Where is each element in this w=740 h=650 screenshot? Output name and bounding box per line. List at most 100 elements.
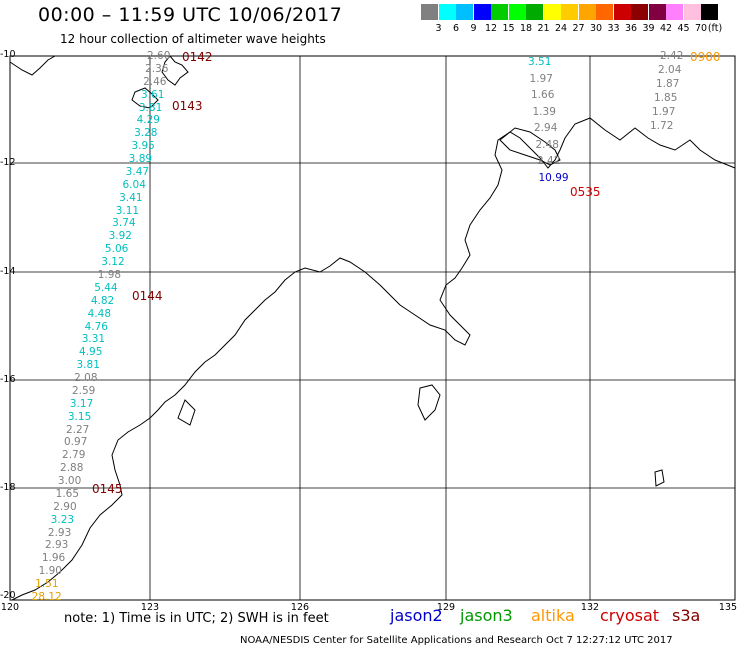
wave-height-value: 4.82 — [90, 294, 115, 307]
wave-height-value: 1.98 — [97, 268, 122, 281]
wave-height-value: 1.90 — [38, 565, 62, 578]
wave-height-value: 4.48 — [87, 307, 112, 320]
wave-height-value: 3.47 — [125, 165, 150, 178]
wave-height-value: 1.96 — [41, 552, 66, 565]
wave-height-value: 0.97 — [64, 436, 88, 449]
wave-height-value: 2.46 — [143, 75, 167, 88]
wave-height-value: 2.79 — [62, 449, 86, 462]
wave-height-value: 3.89 — [128, 153, 153, 166]
scale-label: 39 — [642, 23, 655, 34]
lon-label-129: 129 — [436, 602, 456, 613]
wave-height-value: 3.61 — [141, 88, 165, 101]
scale-unit: (ft) — [707, 23, 723, 34]
satellite-jason2: jason2 — [390, 606, 443, 625]
wave-height-value: 3.00 — [57, 475, 82, 488]
wave-height-value: 4.76 — [84, 320, 108, 333]
wave-height-value: 2.48 — [535, 138, 559, 151]
scale-label: 21 — [537, 23, 550, 34]
scale-swatch — [596, 4, 613, 20]
wave-height-value: 1.72 — [650, 120, 674, 132]
wave-height-value: 3.74 — [112, 217, 136, 230]
wave-height-value: 1.87 — [656, 78, 680, 90]
lon-label-123: 123 — [140, 602, 160, 613]
scale-swatch — [701, 4, 718, 20]
map-border — [9, 55, 736, 601]
scale-label: 33 — [607, 23, 620, 34]
scale-label: 9 — [470, 23, 477, 34]
scale-swatch — [613, 4, 631, 20]
satellite-jason3: jason3 — [460, 606, 513, 625]
wave-height-value: 3.11 — [115, 204, 140, 217]
lat-label-18: -18 — [0, 482, 16, 493]
wave-height-value: 3.81 — [138, 101, 163, 114]
scale-swatch — [683, 4, 701, 20]
scale-swatch — [648, 4, 666, 20]
scale-swatch — [631, 4, 648, 20]
scale-swatch — [473, 4, 491, 20]
wave-height-value: 1.97 — [652, 106, 676, 118]
wave-height-value: 2.60 — [147, 50, 171, 62]
wave-height-value: 10.99 — [538, 171, 569, 184]
scale-label: 36 — [624, 23, 638, 34]
satellite-cryosat: cryosat — [600, 606, 660, 625]
scale-label: 30 — [589, 23, 603, 34]
wave-height-value: 1.85 — [654, 92, 678, 104]
wave-height-value: 2.42 — [660, 50, 684, 62]
wave-height-value: 4.95 — [79, 346, 103, 359]
scale-label: 42 — [659, 23, 673, 34]
scale-label: 3 — [435, 23, 442, 34]
wave-height-value: 1.51 — [35, 578, 59, 591]
wave-height-value: 2.59 — [71, 384, 96, 397]
wave-height-value: 3.31 — [81, 333, 106, 346]
wave-height-value: 2.04 — [658, 64, 682, 76]
wave-height-value: 5.44 — [94, 281, 118, 294]
pass-label-0142: 0142 — [182, 50, 213, 64]
scale-swatch — [578, 4, 596, 20]
wave-height-value: 2.88 — [60, 462, 84, 475]
pass-label-0900: 0900 — [690, 50, 721, 64]
wave-height-value: 3.12 — [101, 256, 125, 269]
pass-label-0144: 0144 — [132, 289, 163, 303]
wave-height-value: 28.12 — [31, 591, 62, 603]
wave-height-value: 1.97 — [529, 72, 553, 85]
wave-height-value: 2.42 — [537, 155, 561, 167]
wave-height-value: 3.28 — [134, 127, 158, 140]
coastline — [9, 55, 736, 601]
lon-label-120: 120 — [0, 602, 20, 613]
satellite-s3a: s3a — [672, 606, 701, 625]
wave-height-value: 2.93 — [47, 526, 72, 539]
wave-height-value: 3.51 — [528, 56, 552, 68]
scale-swatch — [543, 4, 561, 20]
lat-label-10: -10 — [0, 49, 16, 60]
wave-height-value: 2.93 — [44, 539, 69, 552]
scale-swatch — [508, 4, 526, 20]
wave-height-value: 1.65 — [55, 487, 80, 500]
wave-height-value: 3.41 — [119, 191, 143, 204]
lat-label-14: -14 — [0, 266, 16, 277]
wave-height-value: 2.27 — [65, 423, 90, 436]
scale-swatch — [438, 4, 456, 20]
lat-label-20: -20 — [0, 590, 16, 601]
map-title: 00:00 – 11:59 UTC 10/06/2017 — [38, 4, 343, 26]
wave-height-value: 3.17 — [69, 397, 94, 410]
pass-label-0145: 0145 — [92, 482, 123, 496]
wave-height-value: 2.08 — [74, 372, 98, 385]
wave-height-value: 1.66 — [531, 89, 555, 101]
credit-line: NOAA/NESDIS Center for Satellite Applica… — [240, 635, 673, 646]
lon-label-132: 132 — [580, 602, 600, 613]
wave-height-value: 3.15 — [67, 410, 92, 423]
scale-label: 18 — [519, 23, 533, 34]
wave-height-value: 3.95 — [131, 140, 155, 153]
wave-height-value: 4.29 — [136, 114, 160, 127]
lat-label-12: -12 — [0, 157, 16, 168]
satellite-altika: altika — [531, 606, 575, 625]
map-subtitle: 12 hour collection of altimeter wave hei… — [60, 32, 326, 46]
scale-swatch — [491, 4, 508, 20]
scale-swatch — [666, 4, 683, 20]
pass-label-0535: 0535 — [570, 185, 601, 199]
wave-height-value: 2.90 — [53, 500, 77, 513]
wave-height-value: 3.81 — [76, 359, 100, 372]
lat-label-16: -16 — [0, 374, 16, 385]
scale-swatch — [421, 4, 438, 20]
